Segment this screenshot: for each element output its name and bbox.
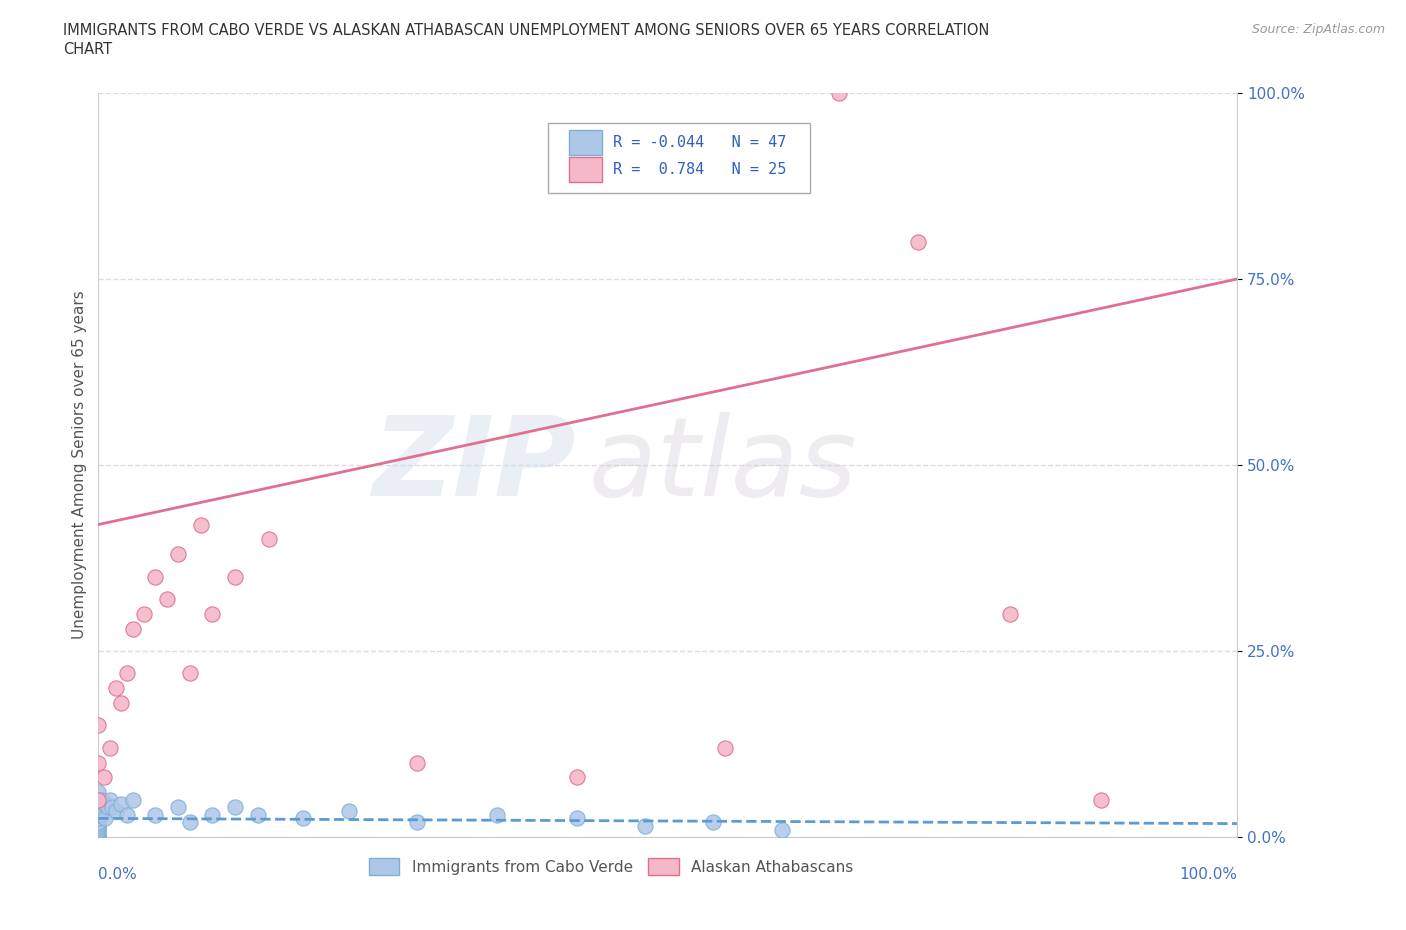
Point: [115, 807, 138, 822]
Point: [90, 800, 112, 815]
Point: [190, 517, 212, 532]
Point: [96, 800, 118, 815]
Point: [87, 800, 110, 815]
Text: IMMIGRANTS FROM CABO VERDE VS ALASKAN ATHABASCAN UNEMPLOYMENT AMONG SENIORS OVER: IMMIGRANTS FROM CABO VERDE VS ALASKAN AT…: [63, 23, 990, 38]
Point: [87, 830, 110, 844]
Point: [87, 811, 110, 826]
FancyBboxPatch shape: [569, 157, 602, 182]
Text: CHART: CHART: [63, 42, 112, 57]
Point: [998, 606, 1021, 621]
Point: [87, 796, 110, 811]
Point: [770, 822, 793, 837]
Point: [87, 792, 110, 807]
Point: [87, 820, 110, 835]
Point: [89, 807, 111, 822]
Point: [87, 817, 110, 831]
Point: [406, 815, 429, 830]
Point: [132, 606, 155, 621]
Point: [104, 681, 127, 696]
Point: [486, 807, 509, 822]
Point: [87, 824, 110, 839]
Point: [565, 811, 588, 826]
FancyBboxPatch shape: [548, 123, 810, 193]
Point: [828, 86, 851, 100]
Point: [87, 755, 110, 770]
Point: [121, 621, 143, 636]
Point: [634, 818, 657, 833]
Point: [179, 666, 201, 681]
Point: [337, 804, 360, 818]
Point: [93, 770, 115, 785]
Point: [224, 800, 246, 815]
Point: [110, 796, 132, 811]
Point: [87, 830, 110, 844]
Point: [246, 807, 269, 822]
Point: [406, 755, 429, 770]
Point: [91, 804, 114, 818]
Point: [201, 606, 224, 621]
Text: R = -0.044   N = 47: R = -0.044 N = 47: [613, 136, 786, 151]
Text: R =  0.784   N = 25: R = 0.784 N = 25: [613, 162, 786, 177]
Point: [179, 815, 201, 830]
FancyBboxPatch shape: [569, 130, 602, 155]
Point: [224, 569, 246, 584]
Point: [87, 830, 110, 844]
Legend: Immigrants from Cabo Verde, Alaskan Athabascans: Immigrants from Cabo Verde, Alaskan Atha…: [363, 852, 859, 882]
Point: [87, 785, 110, 800]
Point: [90, 792, 112, 807]
Point: [94, 811, 117, 826]
Point: [259, 532, 281, 547]
Point: [110, 696, 132, 711]
Point: [167, 800, 190, 815]
Point: [714, 740, 737, 755]
Point: [87, 804, 110, 818]
Point: [201, 807, 224, 822]
Point: [101, 800, 124, 815]
Point: [87, 830, 110, 844]
Point: [87, 807, 110, 822]
Point: [702, 815, 724, 830]
Text: atlas: atlas: [588, 411, 856, 519]
Point: [292, 811, 315, 826]
Point: [145, 569, 167, 584]
Point: [87, 826, 110, 841]
Point: [87, 830, 110, 844]
Text: Source: ZipAtlas.com: Source: ZipAtlas.com: [1251, 23, 1385, 36]
Point: [87, 792, 110, 807]
Point: [87, 815, 110, 830]
Point: [87, 830, 110, 844]
Point: [93, 796, 115, 811]
Point: [167, 547, 190, 562]
Point: [565, 770, 588, 785]
Point: [87, 718, 110, 733]
Text: 100.0%: 100.0%: [1180, 867, 1237, 882]
Point: [87, 818, 110, 833]
Point: [98, 740, 121, 755]
Y-axis label: Unemployment Among Seniors over 65 years: Unemployment Among Seniors over 65 years: [72, 291, 87, 640]
Point: [87, 822, 110, 837]
Point: [121, 792, 143, 807]
Point: [907, 234, 929, 249]
Text: 0.0%: 0.0%: [98, 867, 138, 882]
Point: [145, 807, 167, 822]
Point: [1090, 792, 1112, 807]
Point: [98, 792, 121, 807]
Point: [115, 666, 138, 681]
Point: [156, 591, 179, 606]
Text: ZIP: ZIP: [373, 411, 576, 519]
Point: [104, 804, 127, 818]
